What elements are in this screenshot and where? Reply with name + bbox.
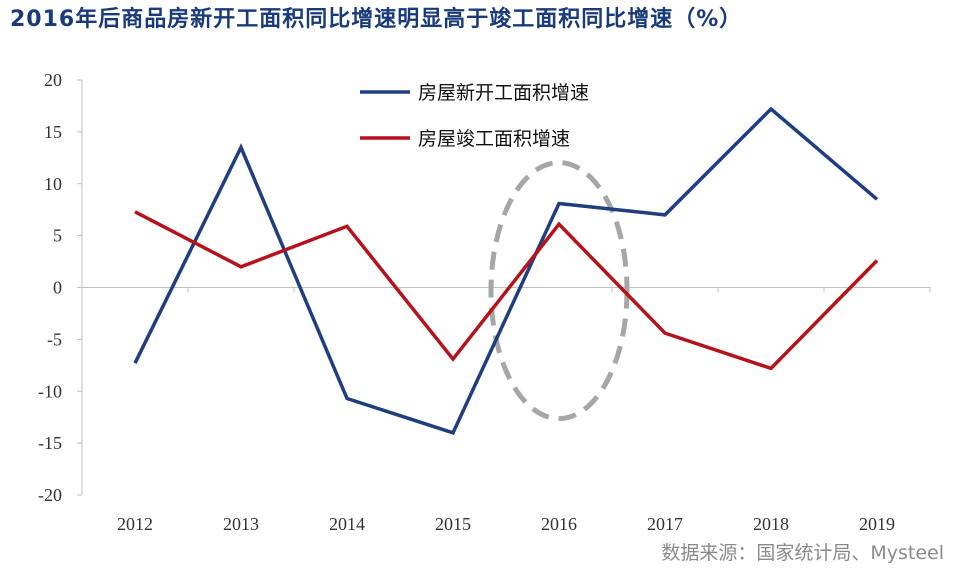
y-tick-label: 0 xyxy=(53,278,62,298)
legend-label-2: 房屋竣工面积增速 xyxy=(418,128,570,150)
annotations xyxy=(488,160,630,422)
y-tick-label: 10 xyxy=(44,174,62,194)
dashed-ellipse-annotation xyxy=(488,160,630,422)
x-tick-label: 2015 xyxy=(435,514,471,534)
series-line-2 xyxy=(134,210,879,371)
y-tick-label: -15 xyxy=(38,433,62,453)
x-tick-label: 2019 xyxy=(859,514,895,534)
x-tick-label: 2014 xyxy=(329,514,365,534)
y-tick-label: 5 xyxy=(53,226,62,246)
x-tick-label: 2012 xyxy=(117,514,153,534)
axes xyxy=(77,79,931,496)
series-line-1 xyxy=(133,106,879,435)
chart-title: 2016年后商品房新开工面积同比增速明显高于竣工面积同比增速（%） xyxy=(10,7,743,32)
y-tick-label: -5 xyxy=(47,329,62,349)
y-tick-label: 20 xyxy=(44,70,62,90)
x-tick-labels: 2012 2013 2014 2015 2016 2017 2018 2019 xyxy=(117,514,895,534)
y-tick-label: 15 xyxy=(44,122,62,142)
x-tick-label: 2013 xyxy=(223,514,259,534)
x-tick-label: 2017 xyxy=(647,514,683,534)
series-lines xyxy=(133,106,879,435)
source-note: 数据来源：国家统计局、Mysteel xyxy=(661,542,944,564)
y-tick-label: -20 xyxy=(38,485,62,505)
x-tick-label: 2016 xyxy=(541,514,577,534)
legend-label-1: 房屋新开工面积增速 xyxy=(418,82,589,104)
y-tick-labels: -20 -15 -10 -5 0 5 10 15 20 xyxy=(38,70,62,505)
y-tick-label: -10 xyxy=(38,381,62,401)
x-tick-label: 2018 xyxy=(753,514,789,534)
